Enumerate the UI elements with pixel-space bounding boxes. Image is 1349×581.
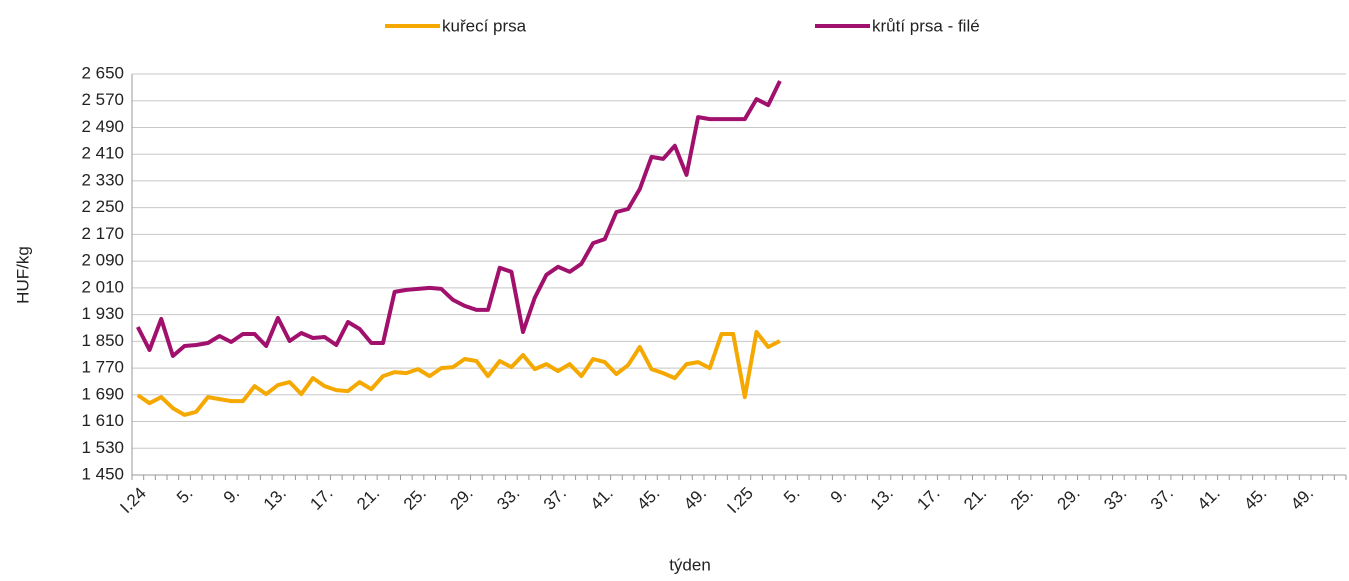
y-tick-label: 1 930 xyxy=(81,304,124,323)
y-tick-label: 2 090 xyxy=(81,251,124,270)
y-axis-title: HUF/kg xyxy=(13,246,32,304)
y-tick-label: 2 330 xyxy=(81,170,124,189)
x-tick-label: 13. xyxy=(867,484,897,514)
x-tick-label: 9. xyxy=(220,484,243,507)
y-tick-label: 2 570 xyxy=(81,90,124,109)
series-line xyxy=(136,330,781,417)
y-tick-label: 2 010 xyxy=(81,277,124,296)
x-axis-title: týden xyxy=(669,555,711,574)
x-tick-label: 5. xyxy=(780,484,803,507)
x-tick-label: 37. xyxy=(1147,484,1177,514)
y-tick-label: 1 530 xyxy=(81,438,124,457)
y-tick-label: 1 690 xyxy=(81,384,124,403)
x-tick-label: 45. xyxy=(1240,484,1270,514)
x-tick-label: 37. xyxy=(540,484,570,514)
y-tick-label: 2 170 xyxy=(81,224,124,243)
y-tick-label: 1 770 xyxy=(81,358,124,377)
x-tick-label: 33. xyxy=(1100,484,1130,514)
x-tick-label: I.25 xyxy=(723,484,756,517)
legend-label: krůtí prsa - filé xyxy=(872,16,980,35)
x-tick-label: 25. xyxy=(1007,484,1037,514)
x-tick-label: 33. xyxy=(493,484,523,514)
y-tick-label: 2 650 xyxy=(81,63,124,82)
y-tick-label: 2 250 xyxy=(81,197,124,216)
x-tick-label: 25. xyxy=(400,484,430,514)
x-tick-label: I.24 xyxy=(116,484,149,517)
x-tick-label: 21. xyxy=(960,484,990,514)
y-tick-label: 1 850 xyxy=(81,331,124,350)
legend-label: kuřecí prsa xyxy=(442,16,527,35)
y-tick-label: 2 410 xyxy=(81,144,124,163)
x-tick-label: 21. xyxy=(353,484,383,514)
x-tick-label: 41. xyxy=(587,484,617,514)
series-line xyxy=(136,80,782,358)
y-tick-label: 2 490 xyxy=(81,117,124,136)
x-tick-label: 41. xyxy=(1194,484,1224,514)
y-tick-label: 1 450 xyxy=(81,464,124,483)
x-tick-label: 29. xyxy=(447,484,477,514)
x-tick-label: 5. xyxy=(173,484,196,507)
x-tick-label: 45. xyxy=(633,484,663,514)
x-tick-label: 29. xyxy=(1054,484,1084,514)
x-tick-label: 49. xyxy=(680,484,710,514)
x-tick-label: 49. xyxy=(1287,484,1317,514)
x-tick-label: 17. xyxy=(306,484,336,514)
x-tick-label: 9. xyxy=(827,484,850,507)
y-tick-label: 1 610 xyxy=(81,411,124,430)
x-tick-label: 13. xyxy=(260,484,290,514)
x-tick-label: 17. xyxy=(913,484,943,514)
